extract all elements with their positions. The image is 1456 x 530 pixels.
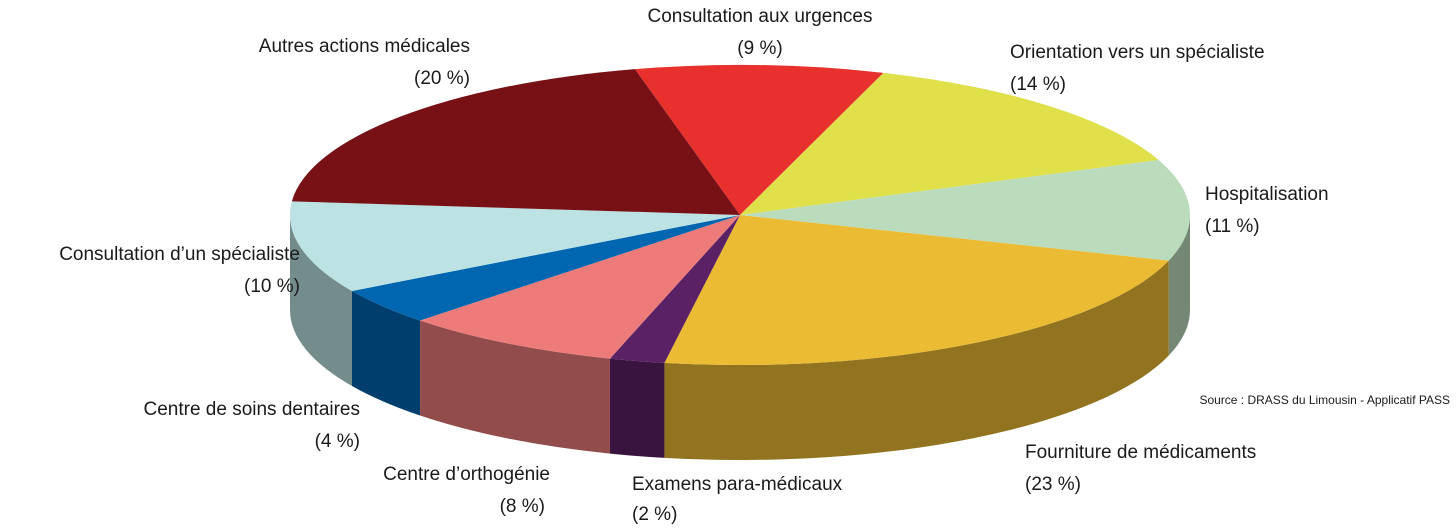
slice-label: Autres actions médicales <box>259 36 470 57</box>
labels: Consultation aux urgences (9 %) Orientatio… <box>59 6 1328 525</box>
slice-value-label: (9 %) <box>737 38 782 59</box>
slice-value-label: (11 %) <box>1205 216 1260 237</box>
slice-side <box>609 358 665 458</box>
slice <box>290 201 740 291</box>
slice-side <box>1168 215 1190 356</box>
slice-side <box>290 215 352 386</box>
slice-label: Centre d’orthogénie <box>383 464 550 485</box>
slice-label: Consultation d’un spécialiste <box>59 244 300 265</box>
slice-value-label: (4 %) <box>315 431 360 452</box>
slice-value-label: (8 %) <box>500 496 545 517</box>
source-note: Source : DRASS du Limousin - Applicatif … <box>1199 393 1450 407</box>
slice <box>609 215 740 363</box>
slice-value-label: (23 %) <box>1025 474 1081 495</box>
slice-label: Consultation aux urgences <box>648 6 873 27</box>
slice-side <box>664 260 1169 460</box>
slice-label: Hospitalisation <box>1205 184 1329 205</box>
slice <box>664 215 1169 365</box>
pie-tops <box>290 65 1190 365</box>
slice <box>740 159 1190 261</box>
slice-side <box>351 290 421 416</box>
slice-value-label: (10 %) <box>244 276 300 297</box>
slice-value-label: (2 %) <box>632 504 677 525</box>
slice-value-label: (14 %) <box>1010 74 1066 95</box>
slice-label: Orientation vers un spécialiste <box>1010 42 1265 63</box>
slice-side <box>420 320 610 454</box>
slice <box>420 215 740 359</box>
slice <box>291 69 740 216</box>
slice <box>351 215 740 321</box>
slice-label: Examens para-médicaux <box>632 474 843 495</box>
pie-sides <box>290 215 1190 460</box>
slice <box>740 72 1159 215</box>
slice <box>634 65 884 216</box>
slice-value-label: (20 %) <box>414 68 470 89</box>
slice-label: Centre de soins dentaires <box>143 399 360 420</box>
slice-label: Fourniture de médicaments <box>1025 442 1256 463</box>
